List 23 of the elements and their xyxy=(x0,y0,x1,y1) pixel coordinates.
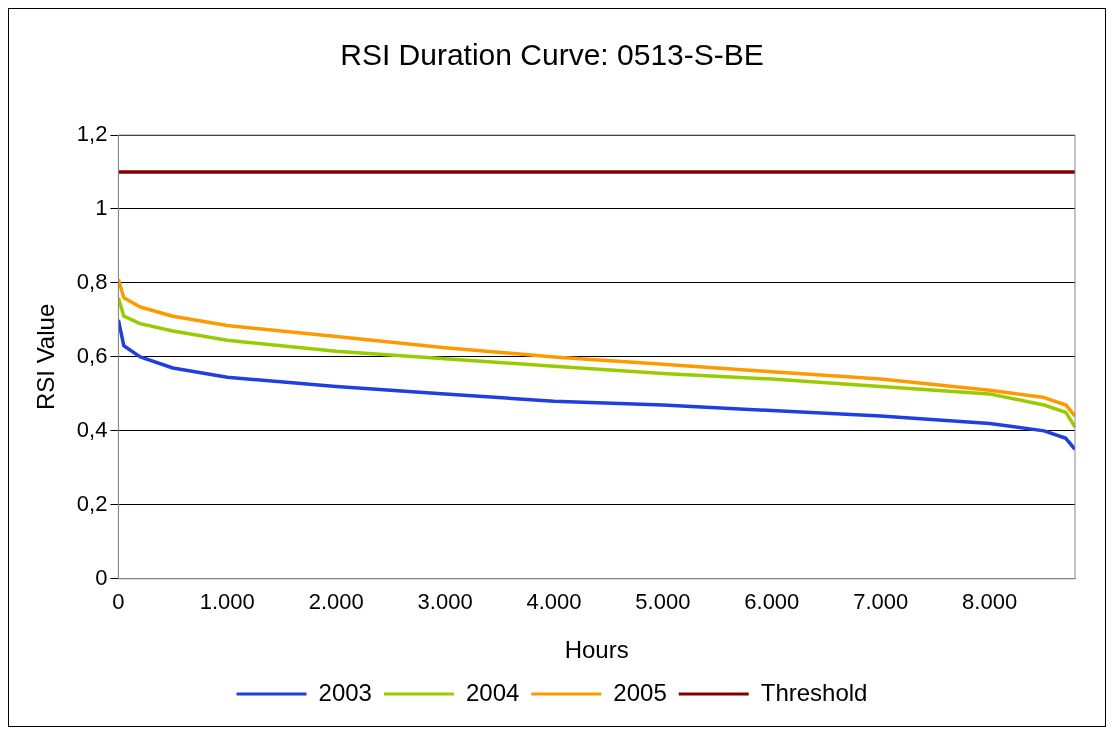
legend-label: Threshold xyxy=(760,678,868,706)
legend-label: 2004 xyxy=(465,678,520,706)
x-tick-label: 0 xyxy=(112,589,125,615)
x-tick-label: 6.000 xyxy=(744,589,800,615)
x-tick-label: 8.000 xyxy=(962,589,1018,615)
x-tick-label: 5.000 xyxy=(635,589,691,615)
y-tick-label: 1 xyxy=(95,195,108,221)
y-tick-label: 0,4 xyxy=(76,416,108,442)
y-tick-label: 1,2 xyxy=(76,121,108,147)
x-tick-label: 4.000 xyxy=(526,589,582,615)
y-axis-title: RSI Value xyxy=(32,303,60,411)
y-tick-label: 0,8 xyxy=(76,269,108,294)
y-tick-label: 0,2 xyxy=(76,490,108,516)
x-tick-label: 3.000 xyxy=(417,589,473,615)
x-tick-label: 2.000 xyxy=(308,589,364,615)
x-tick-label: 7.000 xyxy=(853,589,909,615)
y-tick-label: 0 xyxy=(95,564,108,590)
legend-label: 2003 xyxy=(318,678,372,706)
x-tick-label: 1.000 xyxy=(199,589,255,615)
y-tick-label: 0,6 xyxy=(76,342,108,368)
x-axis-title: Hours xyxy=(564,636,629,664)
legend-label: 2005 xyxy=(613,678,667,706)
chart-title: RSI Duration Curve: 0513-S-BE xyxy=(340,38,764,72)
